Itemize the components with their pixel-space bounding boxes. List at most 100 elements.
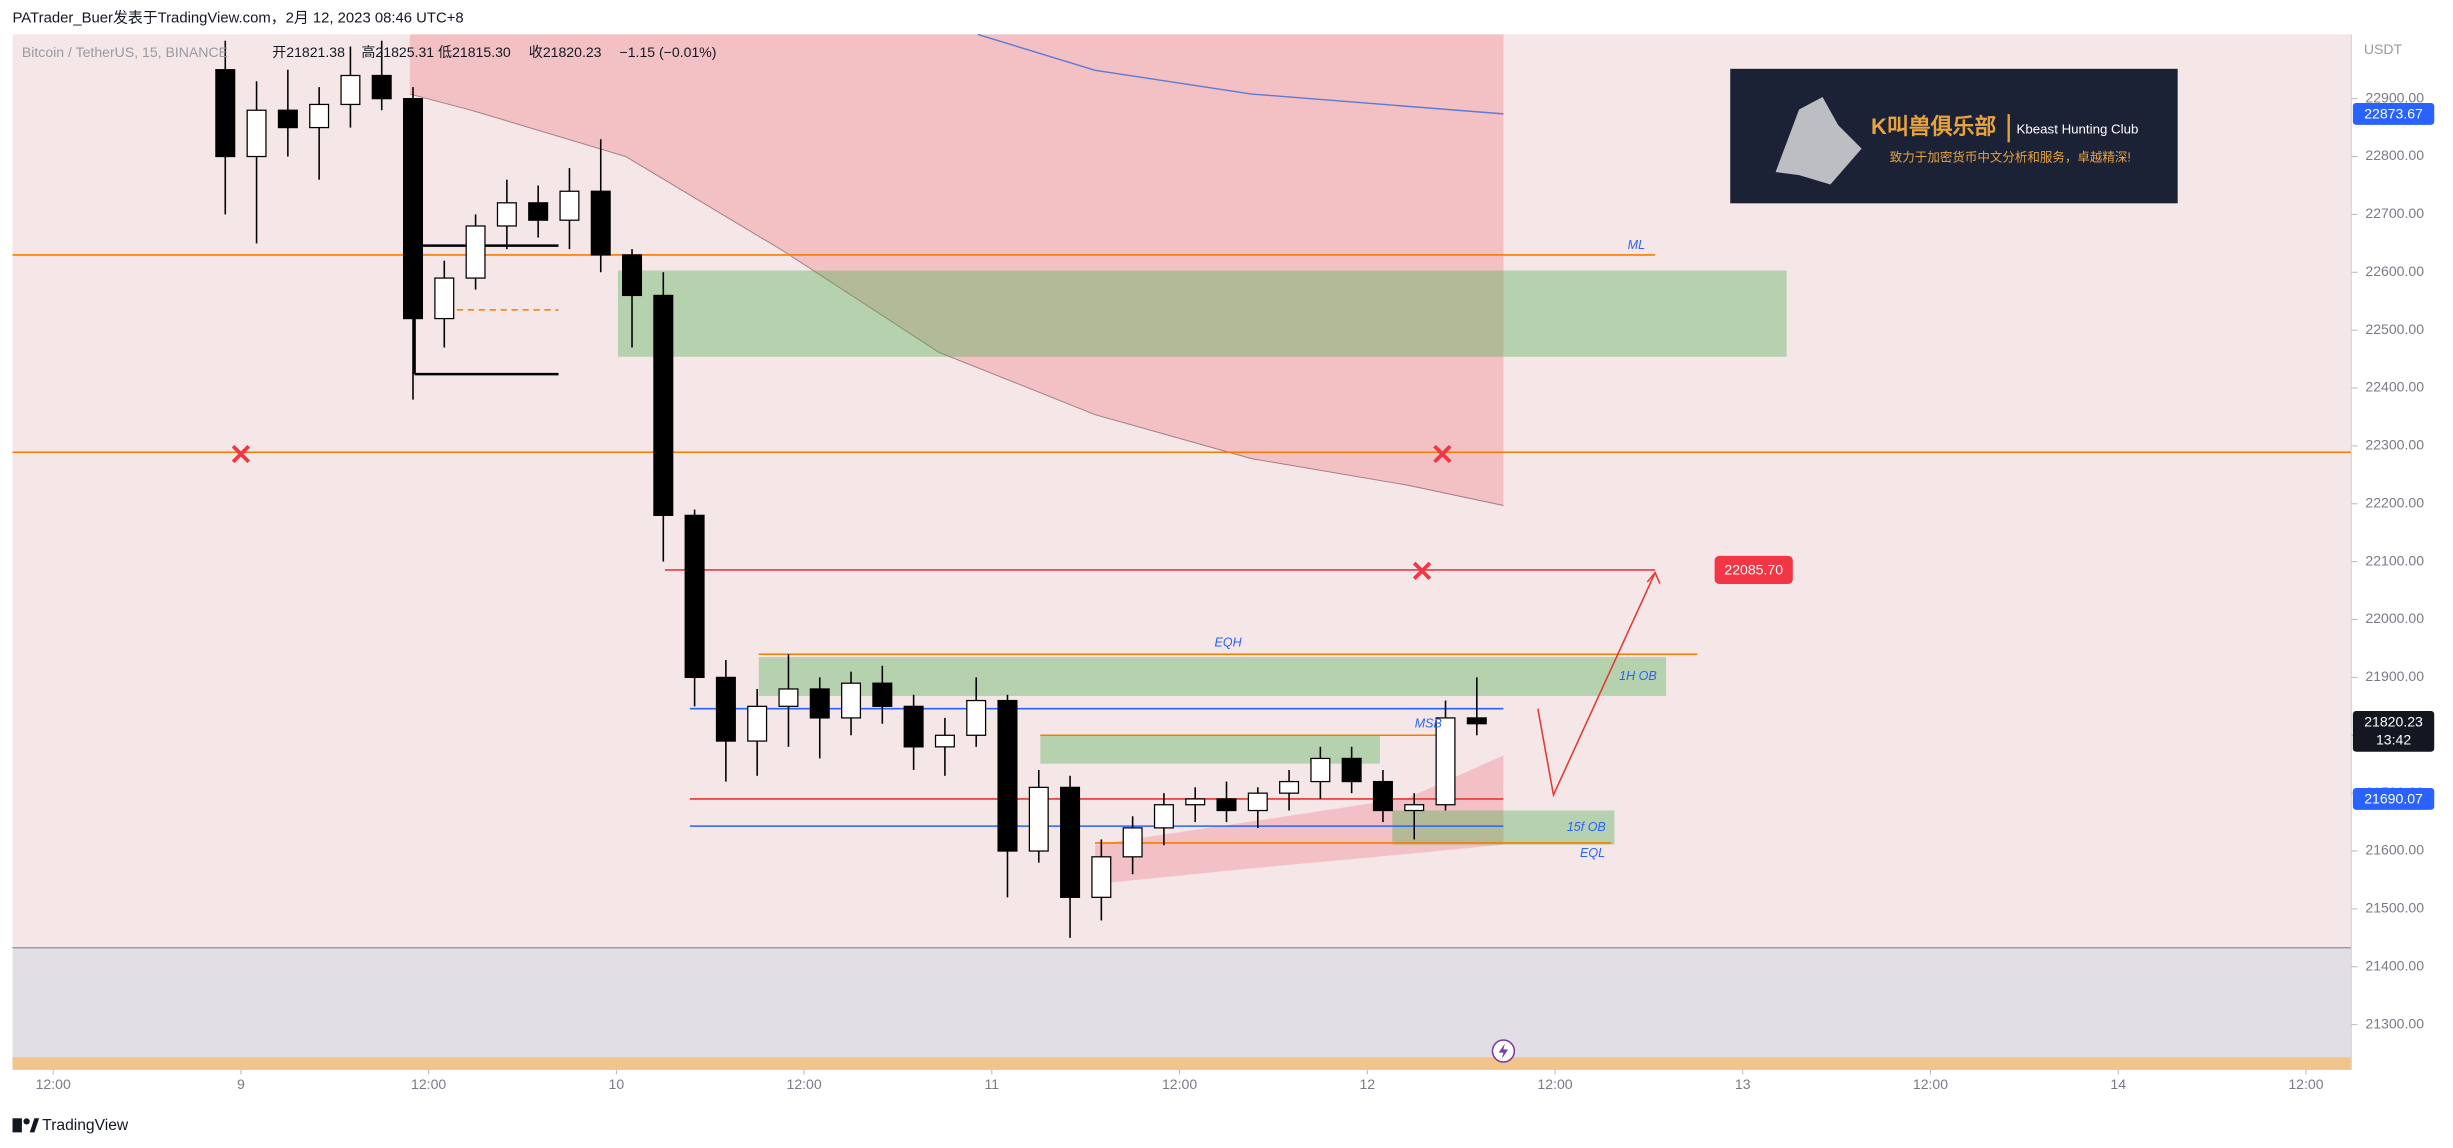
candle-body <box>653 294 674 516</box>
zone <box>1392 810 1615 845</box>
price-tag <box>2352 102 2435 125</box>
band-area <box>1095 755 1504 885</box>
cross-marker <box>1433 444 1452 464</box>
price-tag <box>2352 787 2435 810</box>
y-tick-label: 22800.00 <box>2365 147 2424 163</box>
candle-body <box>1372 780 1393 812</box>
zone <box>617 270 1787 357</box>
candle-body <box>715 676 736 742</box>
candle-body <box>215 69 236 158</box>
candle-body <box>340 74 361 106</box>
ohlc-open: 开21821.38 <box>272 44 345 60</box>
symbol: Bitcoin / TetherUS, 15, BINANCE <box>22 44 228 60</box>
y-unit: USDT <box>2364 41 2403 57</box>
x-tick-label: 11 <box>985 1076 1000 1092</box>
candles <box>215 40 1487 938</box>
watermark-title: K叫兽俱乐部 <box>1871 114 1996 139</box>
candle-body <box>590 190 611 256</box>
x-tick-label: 12:00 <box>1162 1076 1197 1092</box>
candle-body <box>371 74 392 100</box>
zone-label: 15f OB <box>1567 820 1606 834</box>
candle-body <box>1216 798 1237 812</box>
projection-path <box>1537 572 1656 798</box>
candle-body <box>1310 757 1331 783</box>
overlays: 1H OB 15f OB ML 22085.70 EQH MSB EQL <box>231 238 1793 860</box>
candle-body <box>1028 786 1049 852</box>
candle-body <box>1435 717 1456 806</box>
level-label: EQH <box>1215 636 1243 650</box>
band-edge <box>409 93 1504 506</box>
footer-text: TradingView <box>42 1117 129 1134</box>
zone <box>758 657 1667 696</box>
candle-body <box>1404 804 1425 812</box>
bands <box>409 33 1504 885</box>
candle-body <box>684 514 705 679</box>
level-tag <box>1714 555 1793 585</box>
watermark-tagline: 致力于加密货币中文分析和服务，卓越精深! <box>1890 149 2131 164</box>
level-tag-label: 22085.70 <box>1724 561 1783 577</box>
y-tick-label: 21600.00 <box>2365 842 2424 858</box>
cross-marker <box>231 444 251 464</box>
level-label: MSB <box>1415 717 1442 731</box>
x-tick-label: 14 <box>2110 1076 2126 1092</box>
zones <box>617 270 1787 845</box>
zone-label: 1H OB <box>1619 669 1657 683</box>
candle-body <box>309 103 330 129</box>
candle-body <box>1466 717 1487 725</box>
level-label: ML <box>1628 238 1645 252</box>
logo-bar <box>12 1118 22 1133</box>
candle-body <box>1091 856 1112 898</box>
candle-body <box>778 688 799 707</box>
y-tick-label: 22700.00 <box>2365 205 2424 221</box>
session-strip <box>12 1057 2352 1070</box>
y-tick-label: 22600.00 <box>2365 263 2424 279</box>
candle-body <box>246 109 267 158</box>
y-tick-label: 22500.00 <box>2365 321 2424 337</box>
alert-bolt <box>1498 1043 1509 1059</box>
ohlc-change: −1.15 (−0.01%) <box>620 44 717 60</box>
y-tick-label: 22200.00 <box>2365 494 2424 510</box>
candle-body <box>966 699 987 736</box>
candle-body <box>1279 780 1300 794</box>
vwap-line <box>977 33 1504 115</box>
y-tick-label: 22000.00 <box>2365 610 2424 626</box>
candle-body <box>1060 786 1081 898</box>
watermark-subtitle: Kbeast Hunting Club <box>2017 121 2139 136</box>
candle-body <box>903 705 924 748</box>
price-tag <box>2352 711 2435 752</box>
footer-logo: TradingView <box>12 1117 129 1134</box>
x-tick-label: 12 <box>1359 1076 1375 1092</box>
watermark: K叫兽俱乐部 Kbeast Hunting Club 致力于加密货币中文分析和服… <box>1730 68 2178 204</box>
candle-body <box>872 682 893 707</box>
projection-head <box>1646 571 1661 584</box>
candle-body <box>997 699 1018 852</box>
lower-pane <box>12 947 2352 1070</box>
alert-icon[interactable] <box>1491 1039 1516 1063</box>
y-tick-label: 21500.00 <box>2365 900 2424 916</box>
x-tick-label: 10 <box>609 1076 625 1092</box>
y-tick-label: 22400.00 <box>2365 379 2424 395</box>
price-tag-label: 21820.23 <box>2364 714 2423 730</box>
candle-body <box>622 254 643 297</box>
watermark-figure <box>1775 96 1862 185</box>
x-tick-label: 12:00 <box>411 1076 446 1092</box>
ohlc-low: 低21815.30 <box>438 44 511 60</box>
candle-body <box>1185 798 1206 806</box>
candle-body <box>496 202 517 227</box>
price-tag-label: 22873.67 <box>2364 105 2423 121</box>
x-tick-label: 12:00 <box>36 1076 71 1092</box>
y-tick-label: 21400.00 <box>2365 958 2424 974</box>
candle-body <box>277 109 298 129</box>
candle-body <box>465 225 486 279</box>
price-tag-sublabel: 13:42 <box>2376 731 2411 747</box>
level-label: EQL <box>1580 846 1605 860</box>
x-tick-label: 9 <box>237 1076 245 1092</box>
logo-slash <box>29 1118 40 1133</box>
candle-body <box>528 202 549 221</box>
candle-body <box>1247 792 1268 812</box>
candle-body <box>1153 804 1174 829</box>
y-tick-label: 21300.00 <box>2365 1015 2424 1031</box>
candle-body <box>934 734 955 748</box>
